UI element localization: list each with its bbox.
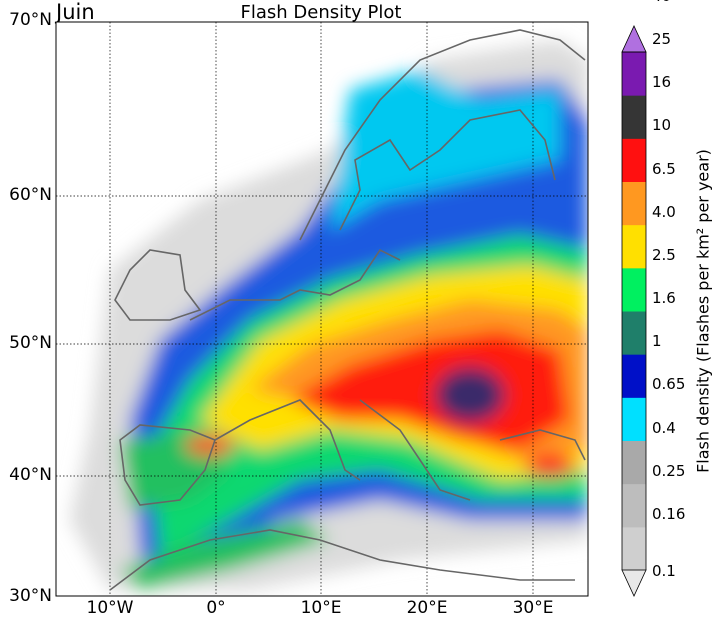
colorbar-tick-label: 0.25 <box>652 461 686 480</box>
colorbar-segment <box>622 138 646 182</box>
colorbar-segment <box>622 224 646 269</box>
graticule <box>56 22 588 596</box>
colorbar-segment <box>622 526 646 571</box>
colorbar-tick-label: 4.0 <box>652 202 676 221</box>
map-frame <box>55 21 589 597</box>
lon-label-10w: 10°W <box>86 598 134 618</box>
colorbar-segment <box>622 267 646 312</box>
lat-label-70: 70°N <box>9 10 52 30</box>
colorbar-tick-label: 16 <box>652 73 672 92</box>
colorbar-tick-label: 25 <box>652 30 672 49</box>
colorbar-tick-label: 0.65 <box>652 375 686 394</box>
colorbar-title: Flash density (Flashes per km² per year) <box>693 149 713 473</box>
colorbar-extend-max <box>621 25 647 53</box>
lat-label-30: 30°N <box>9 586 52 606</box>
colorbar-tick-label: 2.5 <box>652 245 676 264</box>
colorbar-tick-label: 0.4 <box>652 418 676 437</box>
colorbar-segment <box>622 397 646 441</box>
lon-label-30e: 30°E <box>512 598 554 618</box>
colorbar-segment <box>622 440 646 485</box>
colorbar-tick-label: 10 <box>652 116 672 135</box>
colorbar-tick-label: 6.5 <box>652 159 676 178</box>
colorbar-segment <box>622 483 646 528</box>
colorbar-segment <box>622 354 646 398</box>
colorbar-tick-label: 0.16 <box>652 504 686 523</box>
colorbar <box>621 25 647 597</box>
lon-label-0: 0° <box>206 598 226 618</box>
plot-title: Flash Density Plot <box>240 2 402 23</box>
colorbar-segment <box>622 52 646 96</box>
lon-label-20e: 20°E <box>406 598 448 618</box>
colorbar-segment <box>622 311 646 355</box>
colorbar-tick-label: 1.6 <box>652 289 676 308</box>
colorbar-segment <box>622 95 646 139</box>
colorbar-segment <box>622 181 646 226</box>
colorbar-tick-label: 40 <box>652 0 671 5</box>
coastlines <box>109 29 586 591</box>
lat-label-50: 50°N <box>9 333 52 353</box>
flash-density-field <box>56 22 588 596</box>
colorbar-extend-min <box>621 569 647 597</box>
lat-label-40: 40°N <box>9 465 52 485</box>
month-label: Juin <box>56 0 95 24</box>
colorbar-tick-label: 0.1 <box>652 562 676 580</box>
colorbar-tick-label: 1 <box>652 332 662 351</box>
lat-label-60: 60°N <box>9 185 52 205</box>
lon-label-10e: 10°E <box>300 598 342 618</box>
